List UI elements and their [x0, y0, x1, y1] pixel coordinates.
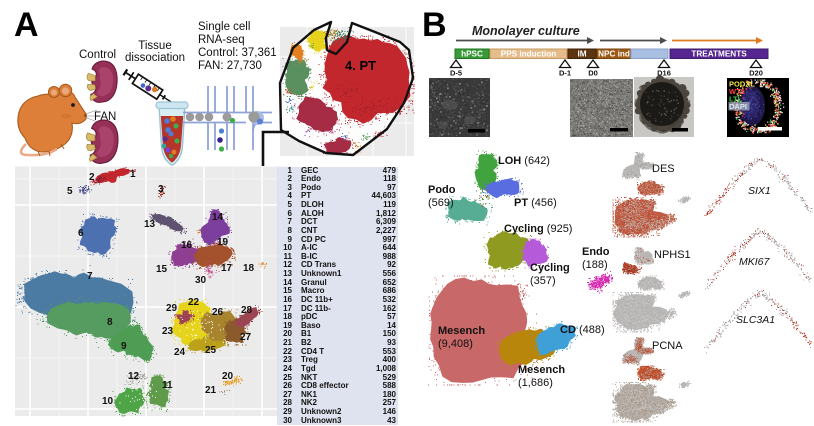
svg-text:PODXL: PODXL	[729, 80, 755, 89]
svg-text:D-5: D-5	[450, 69, 462, 78]
svg-text:LTL: LTL	[729, 95, 743, 104]
svg-text:TREATMENTS: TREATMENTS	[691, 50, 747, 59]
svg-text:DAPI: DAPI	[729, 102, 747, 111]
svg-text:hPSC: hPSC	[461, 50, 483, 59]
svg-text:WT1: WT1	[729, 87, 745, 96]
svg-text:PPS induction: PPS induction	[501, 50, 557, 59]
svg-text:NPC ind: NPC ind	[598, 50, 630, 59]
svg-text:D20: D20	[749, 69, 763, 78]
svg-text:D0: D0	[588, 69, 598, 78]
svg-text:D-1: D-1	[559, 69, 571, 78]
svg-text:D16: D16	[657, 69, 671, 78]
svg-text:IM: IM	[577, 50, 586, 59]
